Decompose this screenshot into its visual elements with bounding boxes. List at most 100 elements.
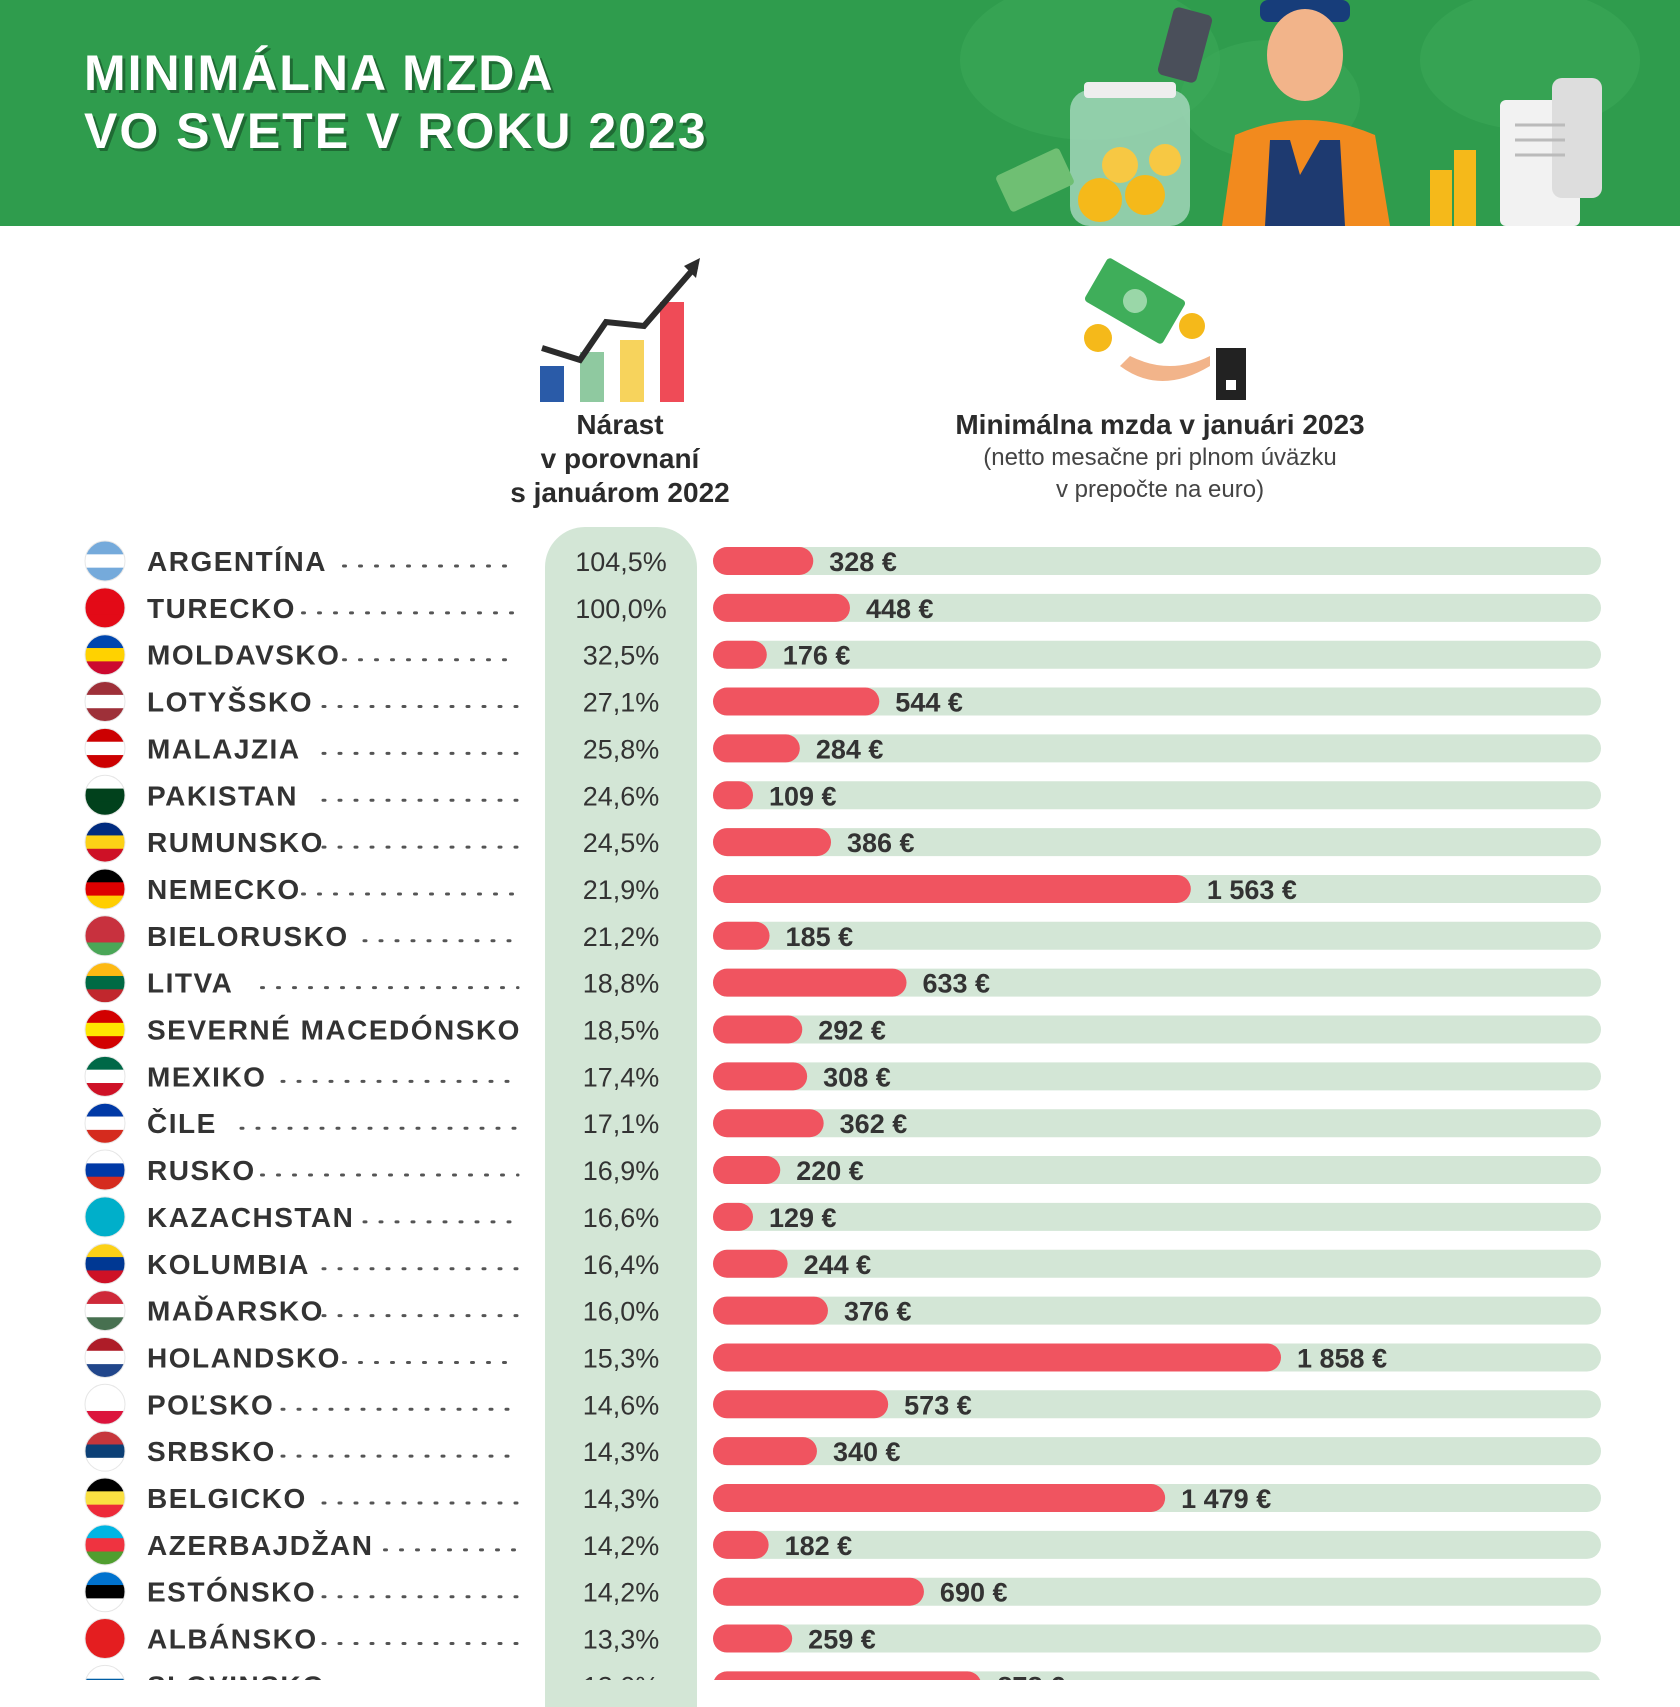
wage-value-label: 633 €: [923, 969, 991, 999]
growth-value: 14,6%: [583, 1390, 660, 1420]
bar-track: [713, 1437, 1601, 1466]
growth-value: 18,5%: [583, 1016, 660, 1046]
bar-track: [713, 1530, 1601, 1559]
growth-chart-icon: [540, 258, 700, 402]
wage-value-label: 185 €: [786, 922, 854, 952]
flag-outline: [84, 540, 126, 582]
flag-icon: [85, 775, 125, 816]
wage-bar: [713, 1109, 824, 1138]
worker-illustration: [996, 0, 1602, 226]
bar-track: [713, 1156, 1601, 1185]
growth-value: 14,2%: [583, 1578, 660, 1608]
wage-value-label: 220 €: [796, 1156, 864, 1186]
bar-track: [713, 1202, 1601, 1231]
wage-value-label: 362 €: [840, 1109, 908, 1139]
wage-bar: [713, 1577, 924, 1606]
wage-bar: [713, 640, 767, 669]
growth-value: 27,1%: [583, 688, 660, 718]
flag-outline: [84, 1336, 126, 1378]
growth-value: 17,4%: [583, 1062, 660, 1092]
growth-value: 100,0%: [575, 594, 667, 624]
country-label: KOLUMBIA: [147, 1249, 310, 1280]
wage-value-label: 448 €: [866, 594, 934, 624]
flag-icon: [85, 1478, 125, 1518]
worker-overalls: [1265, 140, 1345, 226]
growth-value: 104,5%: [575, 547, 667, 577]
bar-track: [713, 781, 1601, 810]
wage-value-label: 292 €: [818, 1016, 886, 1046]
bar-track: [713, 1109, 1601, 1138]
growth-value: 21,9%: [583, 875, 660, 905]
wage-bar: [713, 968, 907, 997]
flag-icon: [85, 1196, 125, 1237]
flag-icon: [85, 1150, 125, 1191]
country-label: LITVA: [147, 968, 233, 999]
wage-bar: [713, 593, 850, 622]
flag-icon: [85, 1103, 125, 1144]
country-label: BIELORUSKO: [147, 921, 349, 952]
coin-stack-icon: [1430, 170, 1452, 226]
bar-track: [713, 1249, 1601, 1278]
growth-value: 15,3%: [583, 1343, 660, 1373]
flag-icon: [85, 1571, 125, 1612]
wage-bar: [713, 1296, 828, 1325]
wage-value-label: 376 €: [844, 1297, 912, 1327]
country-label: SLOVINSKO: [147, 1670, 325, 1680]
bar-track: [713, 1624, 1601, 1653]
wage-bar: [713, 1062, 808, 1091]
country-label: PAKISTAN: [147, 780, 298, 811]
flag-outline: [84, 774, 126, 816]
flag-icon: [85, 587, 125, 628]
flag-outline: [84, 1009, 126, 1050]
wage-bar: [713, 1156, 781, 1185]
bar-track: [713, 593, 1601, 622]
coin-stack-icon: [1454, 150, 1476, 226]
flag-outline: [84, 1290, 126, 1332]
wage-value-label: 878 €: [997, 1671, 1065, 1680]
country-label: ČILE: [147, 1107, 217, 1139]
growth-value: 13,0%: [583, 1671, 660, 1680]
country-label: MALAJZIA: [147, 733, 301, 764]
coin-icon: [1149, 144, 1181, 176]
wage-bar: [713, 828, 832, 857]
wage-bar: [713, 687, 880, 716]
wage-bar: [713, 1484, 1166, 1512]
flag-icon: [85, 1431, 125, 1472]
flag-outline: [84, 1524, 126, 1566]
wage-value-label: 244 €: [804, 1250, 872, 1280]
flag-outline: [84, 1383, 126, 1425]
flag-icon: [85, 681, 125, 722]
growth-value: 13,3%: [583, 1625, 660, 1655]
flag-outline: [85, 1664, 125, 1680]
growth-value: 18,8%: [583, 969, 660, 999]
country-label: ALBÁNSKO: [147, 1624, 318, 1655]
wage-bar: [713, 921, 770, 950]
wage-value-label: 259 €: [808, 1625, 876, 1655]
country-label: POĽSKO: [147, 1389, 274, 1420]
page-title: MINIMÁLNA MZDA VO SVETE V ROKU 2023: [84, 44, 708, 160]
growth-value: 21,2%: [583, 922, 660, 952]
flag-outline: [84, 1430, 126, 1472]
wage-bar: [713, 1530, 769, 1559]
flag-outline: [84, 634, 126, 676]
flag-icon: [85, 915, 125, 956]
bar-track: [713, 687, 1601, 716]
flag-icon: [85, 1009, 125, 1050]
wage-value-label: 573 €: [904, 1390, 972, 1420]
flag-outline: [84, 1243, 126, 1285]
wage-bar: [713, 1624, 793, 1653]
flag-outline: [84, 727, 126, 769]
flag-icon: [85, 962, 125, 1003]
growth-value: 14,3%: [583, 1484, 660, 1514]
wage-value-label: 690 €: [940, 1578, 1008, 1608]
growth-value: 24,6%: [583, 781, 660, 811]
country-label: TURECKO: [147, 593, 296, 624]
bar-track: [713, 547, 1601, 575]
bar-track: [713, 921, 1601, 950]
flag-outline: [84, 1477, 126, 1519]
country-label: SRBSKO: [147, 1436, 276, 1467]
flag-outline: [84, 1055, 126, 1097]
flag-outline: [84, 962, 126, 1004]
flag-icon: [85, 1618, 125, 1659]
